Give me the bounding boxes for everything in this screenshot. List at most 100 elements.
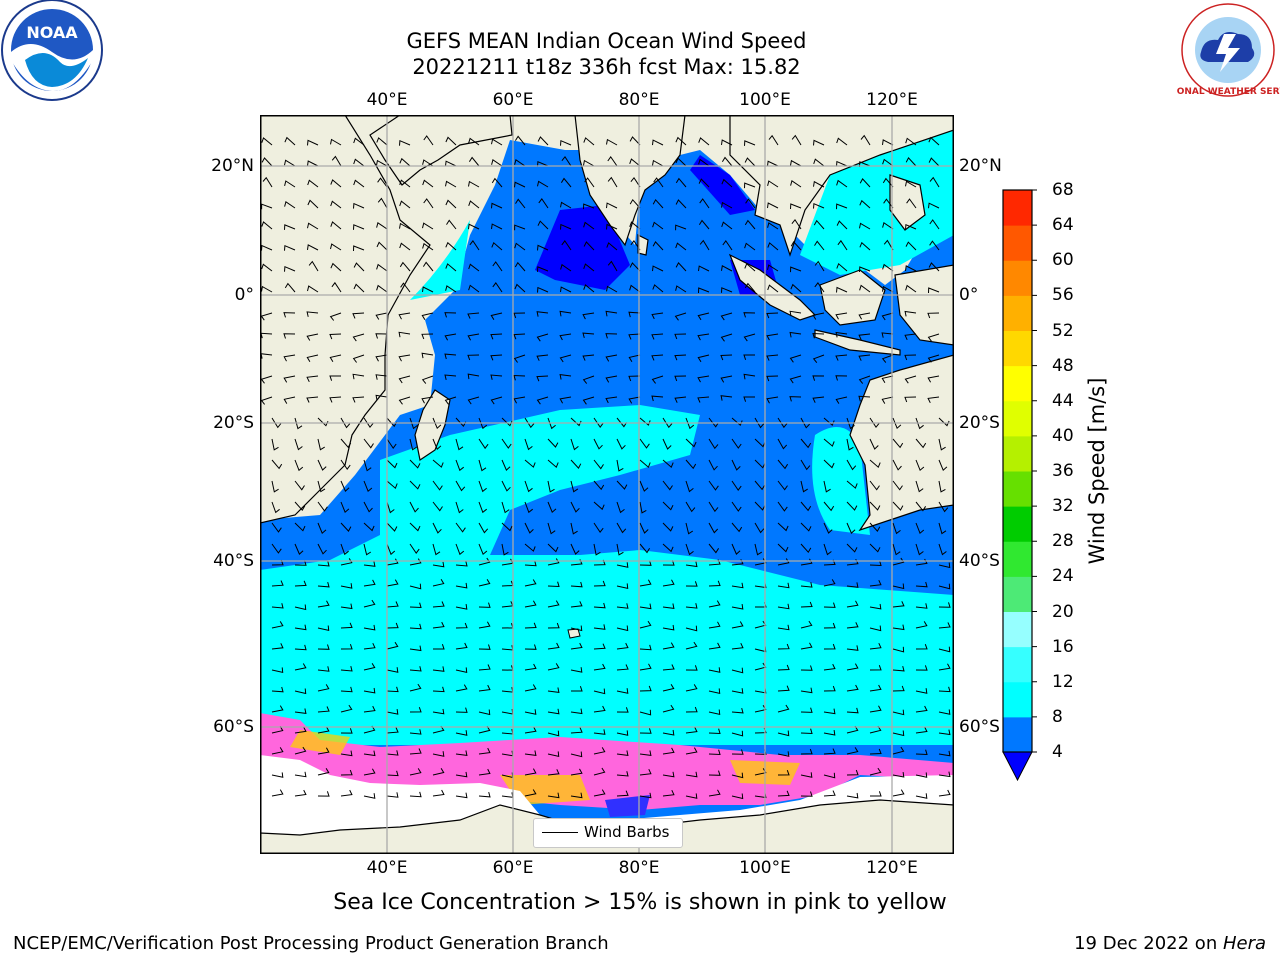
wind-barb xyxy=(340,769,353,776)
wind-barb xyxy=(593,438,603,450)
wind-barb xyxy=(790,283,802,293)
wind-barb xyxy=(386,459,398,469)
wind-barb xyxy=(731,793,744,800)
wind-barb xyxy=(859,161,871,167)
wind-barb xyxy=(789,310,802,317)
wind-barb xyxy=(583,159,595,167)
wind-barb xyxy=(675,285,687,293)
wind-barb xyxy=(547,558,560,566)
wind-barb xyxy=(538,198,549,209)
wind-barb xyxy=(363,480,373,493)
wind-barb xyxy=(261,244,273,251)
wind-barb xyxy=(767,242,779,251)
wind-barb xyxy=(858,395,871,402)
wind-barb xyxy=(892,685,905,692)
wind-barb xyxy=(927,375,940,383)
wind-barb xyxy=(652,198,664,209)
wind-barb xyxy=(421,333,434,340)
wind-barb xyxy=(708,688,721,695)
wind-barb xyxy=(697,312,710,321)
wind-barb xyxy=(514,158,526,167)
wind-barb xyxy=(409,543,420,554)
wind-barb xyxy=(616,459,624,472)
wind-barb xyxy=(386,686,399,693)
wind-barb xyxy=(375,394,388,401)
wind-barb xyxy=(363,793,376,799)
colorbar xyxy=(1002,189,1037,782)
wind-barb xyxy=(363,705,376,713)
wind-barb xyxy=(721,156,733,167)
wind-barb xyxy=(685,561,698,568)
wind-barb xyxy=(846,600,859,608)
wind-barb xyxy=(353,158,365,167)
wind-barb xyxy=(547,792,560,799)
sea-ice-region xyxy=(290,730,350,755)
wind-barb xyxy=(444,333,457,341)
wind-barb xyxy=(593,747,606,755)
wind-barb xyxy=(399,157,411,167)
colorbar-segment xyxy=(1003,576,1032,612)
wind-barb xyxy=(697,354,710,363)
wind-barb xyxy=(593,602,606,609)
colorbar-segment xyxy=(1003,716,1032,753)
wind-barb xyxy=(317,706,330,713)
left-lat-label: 40°S xyxy=(213,551,254,571)
wind-barb xyxy=(651,354,664,361)
wind-barb xyxy=(478,709,491,716)
wind-barb xyxy=(363,663,376,671)
wind-barb xyxy=(904,310,917,317)
wind-barb xyxy=(352,396,365,403)
wind-barb xyxy=(352,312,365,319)
wind-barb xyxy=(662,771,675,778)
wind-barb xyxy=(468,263,480,272)
wind-barb xyxy=(271,559,284,566)
wind-barb xyxy=(708,522,719,534)
wind-barb xyxy=(363,522,375,532)
wind-barb xyxy=(731,604,744,610)
wind-barb xyxy=(330,200,342,209)
wind-barb xyxy=(294,580,307,587)
wind-barb xyxy=(340,622,353,629)
wind-barb xyxy=(800,728,813,735)
wind-barb xyxy=(881,332,894,338)
wind-barb xyxy=(260,396,273,405)
wind-barb xyxy=(859,199,871,209)
wind-barb xyxy=(547,708,560,715)
wind-barb xyxy=(570,768,583,776)
wind-barb xyxy=(904,396,917,403)
wind-barb xyxy=(628,311,641,318)
wind-barb xyxy=(455,792,468,799)
colorbar-tick-label: 24 xyxy=(1052,566,1074,587)
wind-barb xyxy=(823,522,833,534)
wind-barb xyxy=(720,312,733,321)
wind-barb xyxy=(409,583,422,590)
wind-barb xyxy=(721,139,733,146)
wind-barb xyxy=(777,603,790,610)
wind-barb xyxy=(605,354,618,362)
wind-barb xyxy=(340,480,350,492)
wind-barb xyxy=(882,221,894,230)
wind-barb xyxy=(468,200,480,209)
colorbar-segment xyxy=(1003,330,1032,367)
wind-barb xyxy=(800,438,812,449)
wind-barb xyxy=(662,642,675,650)
wind-barb xyxy=(869,665,882,671)
wind-barb xyxy=(363,417,374,429)
wind-barb xyxy=(745,198,756,209)
wind-barb xyxy=(606,223,618,230)
wind-barb xyxy=(846,501,858,511)
wind-barb xyxy=(501,480,511,492)
wind-barb xyxy=(616,730,629,736)
wind-barb xyxy=(423,135,434,146)
wind-barb xyxy=(593,729,606,735)
wind-barb xyxy=(294,663,307,671)
wind-barb xyxy=(294,604,307,611)
wind-barb xyxy=(455,622,468,629)
colorbar-tick-label: 28 xyxy=(1052,531,1074,552)
wind-barb xyxy=(766,396,779,404)
wind-barb xyxy=(570,751,583,758)
wind-barb xyxy=(685,480,694,493)
wind-barb xyxy=(455,522,466,533)
wind-barb xyxy=(882,285,894,293)
wind-barb xyxy=(376,241,388,251)
